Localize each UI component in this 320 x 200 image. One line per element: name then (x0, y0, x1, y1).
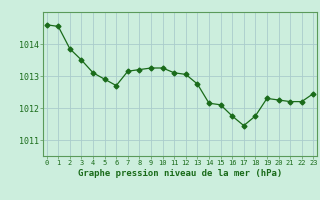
X-axis label: Graphe pression niveau de la mer (hPa): Graphe pression niveau de la mer (hPa) (78, 169, 282, 178)
